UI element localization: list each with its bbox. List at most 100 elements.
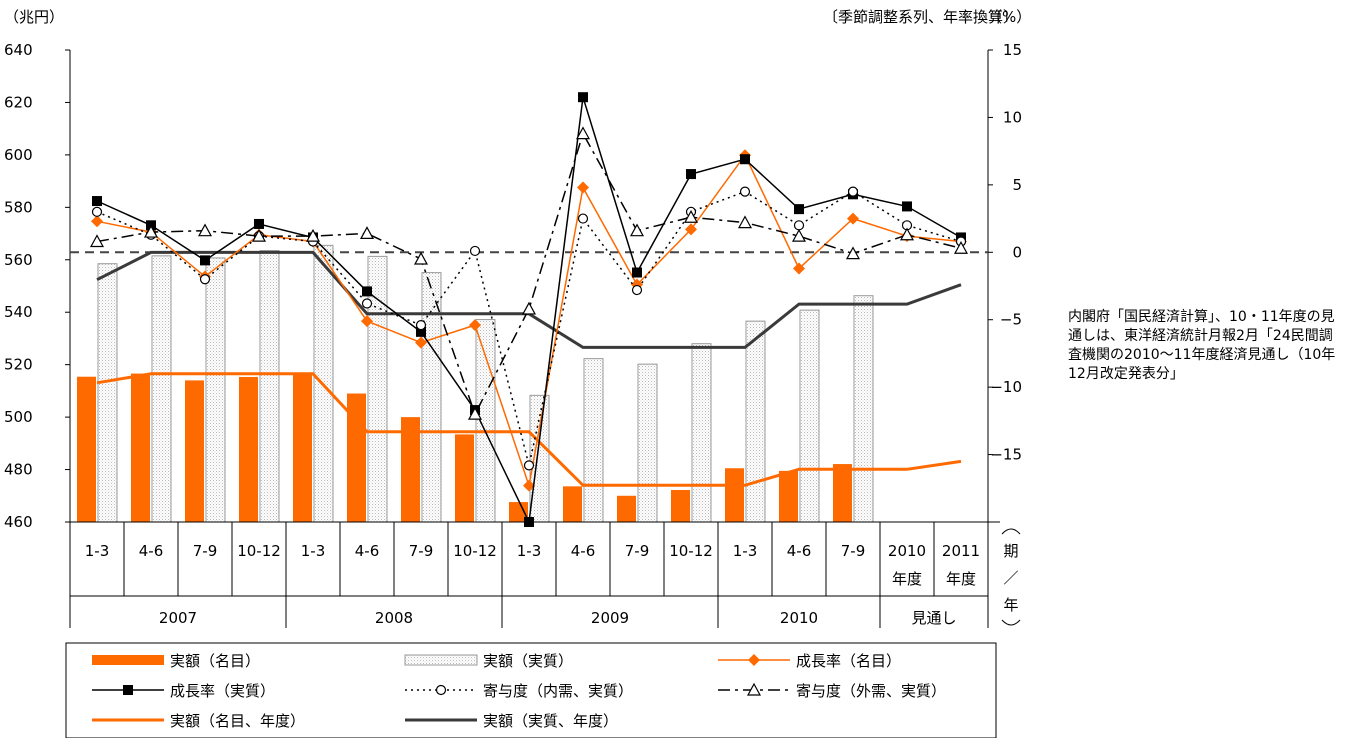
series-marker: [578, 92, 588, 103]
right-tick-label: −5: [1000, 311, 1022, 329]
period-label: 7-9: [193, 542, 218, 560]
year-label: 2009: [591, 609, 629, 627]
bar-nominal: [455, 434, 474, 522]
series-marker: [631, 284, 643, 296]
period-label: 4-6: [139, 542, 164, 560]
series-marker: [415, 336, 427, 349]
left-tick-label: 620: [4, 93, 33, 111]
legend-label: 実額（名目）: [170, 652, 260, 670]
legend-item: 成長率（名目）: [718, 652, 901, 670]
series-marker: [847, 186, 859, 197]
bar-nominal: [239, 376, 258, 522]
bar-nominal: [401, 417, 420, 522]
bar-nominal: [293, 374, 312, 522]
series-marker: [793, 262, 805, 275]
series-line: [96, 372, 962, 487]
series-marker: [899, 227, 915, 241]
legend-box: [65, 642, 997, 738]
series-marker: [362, 286, 372, 297]
right-tick-label: 15: [1003, 41, 1022, 59]
series-marker: [686, 169, 696, 180]
series-marker: [469, 245, 481, 257]
series-marker: [794, 204, 804, 215]
series-marker: [683, 209, 699, 223]
bar-nominal: [563, 486, 582, 522]
series-marker: [685, 223, 697, 236]
legend-label: 実額（実質）: [483, 652, 573, 670]
legend-swatch: [92, 655, 164, 665]
series-marker: [143, 224, 159, 238]
left-tick-label: 640: [4, 41, 33, 59]
left-tick-label: 520: [4, 356, 33, 374]
legend-marker: [748, 654, 760, 666]
legend: 実額（名目） 実額（実質） 成長率（名目） 成長率（実質） 寄与度（内需、実質） 寄与度（…: [65, 642, 997, 738]
right-tick-label: 0: [1012, 243, 1022, 261]
bar-nominal: [185, 380, 204, 522]
series-marker: [199, 274, 211, 285]
legend-label: 成長率（名目）: [796, 652, 901, 670]
series-marker: [632, 267, 642, 278]
period-label: 1-3: [85, 542, 110, 560]
right-tick-label: −15: [990, 446, 1022, 464]
lines: [89, 92, 969, 527]
period-label: 年度: [946, 570, 976, 588]
corner-paren-top: [1001, 528, 1021, 535]
series-marker: [361, 298, 373, 309]
corner-paren-bottom: [1001, 619, 1021, 626]
period-label: 4-6: [787, 542, 812, 560]
bar-nominal: [617, 495, 636, 522]
legend-label: 成長率（実質）: [170, 682, 275, 700]
bar-real: [259, 250, 280, 523]
series-marker: [89, 234, 105, 248]
series-marker: [305, 228, 321, 242]
left-tick-label: 480: [4, 461, 33, 479]
series-marker: [902, 201, 912, 212]
series-marker: [575, 126, 591, 140]
bar-real: [583, 358, 604, 523]
legend-marker: [123, 685, 133, 695]
legend-marker: [746, 682, 762, 696]
bar-real: [151, 255, 172, 523]
series-marker: [197, 223, 213, 237]
series-marker: [359, 226, 375, 240]
legend-item: 寄与度（内需、実質）: [405, 682, 633, 700]
series-marker: [361, 315, 373, 328]
series-marker: [740, 154, 750, 165]
series-marker: [416, 326, 426, 337]
corner-label-char: 期: [1003, 542, 1018, 560]
legend-label: 実額（実質、年度）: [483, 712, 618, 730]
period-label: 2010: [888, 542, 926, 560]
legend-item: 寄与度（外需、実質）: [718, 682, 946, 700]
legend-label: 寄与度（外需、実質）: [796, 682, 946, 700]
series-line: [96, 250, 962, 349]
bar-real: [205, 257, 226, 523]
bar-real: [799, 309, 820, 523]
corner-label-char: ／: [1003, 569, 1018, 587]
source-note: 内閣府「国民経済計算」、10・11年度の見通しは、東洋経済統計月報2月「24民間…: [1068, 309, 1336, 382]
bar-nominal: [833, 464, 852, 522]
bar-real: [475, 319, 496, 523]
series-marker: [577, 213, 589, 224]
legend-label: 寄与度（内需、実質）: [483, 682, 633, 700]
period-label: 1-3: [517, 542, 542, 560]
year-label: 2008: [375, 609, 413, 627]
bar-real: [97, 263, 118, 523]
series-marker: [467, 406, 483, 420]
series-marker: [91, 206, 103, 217]
series-line: [96, 190, 962, 466]
series-marker: [739, 186, 751, 197]
series-line: [96, 131, 962, 417]
period-label: 4-6: [571, 542, 596, 560]
series-marker: [577, 181, 589, 194]
bar-nominal: [779, 470, 798, 522]
legend-label: 実額（名目、年度）: [170, 712, 305, 730]
year-label: 見通し: [911, 609, 956, 627]
bar-nominal: [671, 490, 690, 522]
bar-nominal: [509, 502, 528, 522]
series-marker: [92, 196, 102, 207]
period-label: 7-9: [409, 542, 434, 560]
series-marker: [200, 255, 210, 266]
year-label: 2007: [159, 609, 197, 627]
year-label: 2010: [780, 609, 818, 627]
